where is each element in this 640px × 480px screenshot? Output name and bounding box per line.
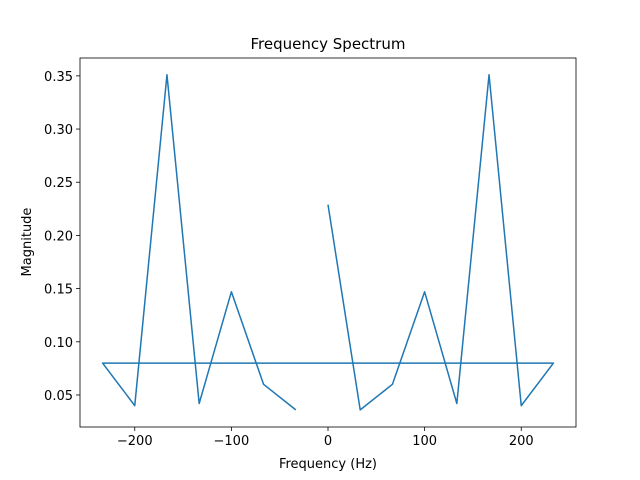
y-tick-label: 0.30 bbox=[44, 123, 73, 138]
x-tick-label: 0 bbox=[324, 434, 332, 449]
y-tick-label: 0.05 bbox=[44, 389, 73, 404]
x-tick-label: 100 bbox=[412, 434, 437, 449]
x-tick-label: 200 bbox=[509, 434, 534, 449]
chart-title: Frequency Spectrum bbox=[251, 35, 406, 53]
y-axis-label: Magnitude bbox=[20, 208, 35, 277]
y-tick-label: 0.35 bbox=[44, 70, 73, 85]
y-tick-label: 0.15 bbox=[44, 283, 73, 298]
x-tick-label: −200 bbox=[117, 434, 153, 449]
y-tick-label: 0.25 bbox=[44, 176, 73, 191]
plot-frame bbox=[79, 57, 577, 428]
y-tick-label: 0.20 bbox=[44, 229, 73, 244]
x-tick-label: −100 bbox=[214, 434, 250, 449]
y-tick-label: 0.10 bbox=[44, 336, 73, 351]
data-line bbox=[101, 74, 555, 411]
x-axis-label: Frequency (Hz) bbox=[279, 457, 377, 472]
